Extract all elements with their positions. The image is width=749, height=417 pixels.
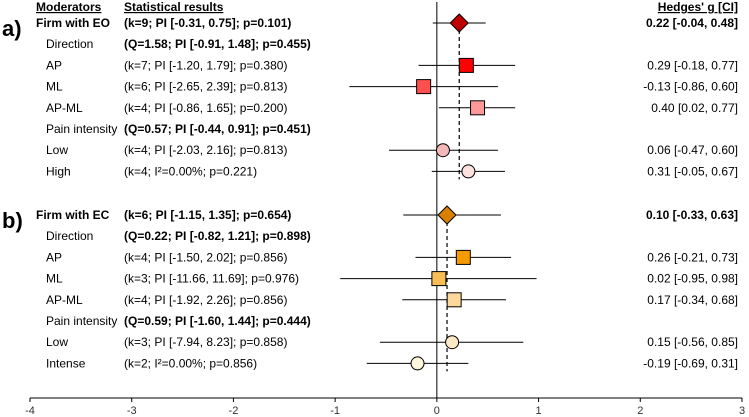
x-tick-label: -2 [229,405,239,417]
circle-marker [435,143,450,158]
row-stats: (k=6; PI [-1.15, 1.35]; p=0.654) [124,208,291,222]
row-label: AP [46,58,62,72]
row-label: ML [46,80,63,94]
row-ci-text: 0.22 [-0.04, 0.48] [646,16,738,30]
summary-diamond-marker [449,13,469,33]
row-label: AP-ML [46,293,83,307]
row-label: Pain intensity [46,314,117,328]
row-stats: (Q=0.22; PI [-0.82, 1.21]; p=0.898) [124,229,311,243]
row-ci-text: 0.26 [-0.21, 0.73] [647,250,738,264]
row-stats: (Q=0.59; PI [-1.60, 1.44]; p=0.444) [124,314,311,328]
row-stats: (k=4; PI [-1.92, 2.26]; p=0.856) [124,293,287,307]
x-tick-label: 0 [434,405,440,417]
x-tick-label: -1 [330,405,340,417]
x-tick-label: 2 [637,405,643,417]
row-stats: (k=2; I²=0.00%; p=0.856) [124,356,257,370]
summary-diamond-marker [437,205,457,225]
row-ci-text: -0.13 [-0.86, 0.60] [643,80,738,94]
row-stats: (k=3; PI [-11.66, 11.69]; p=0.976) [124,272,299,286]
row-label: Direction [46,229,93,243]
row-stats: (k=4; PI [-0.86, 1.65]; p=0.200) [124,101,287,115]
circle-marker [461,164,476,179]
x-tick-label: 3 [739,405,745,417]
row-stats: (Q=1.58; PI [-0.91, 1.48]; p=0.455) [124,37,311,51]
circle-marker [445,335,460,350]
row-ci-text: 0.15 [-0.56, 0.85] [647,335,738,349]
row-stats: (k=9; PI [-0.31, 0.75]; p=0.101) [124,16,291,30]
row-label: Intense [46,356,86,370]
header-moderators: Moderators [36,0,102,14]
row-label: Firm with EO [36,16,110,30]
x-tick-label: -4 [25,405,35,417]
row-ci-text: 0.10 [-0.33, 0.63] [646,208,738,222]
row-label: Low [46,335,68,349]
panel-label: a) [2,16,22,41]
square-marker [416,79,432,95]
row-label: Pain intensity [46,122,117,136]
square-marker [431,271,447,287]
row-ci-text: 0.02 [-0.95, 0.98] [647,272,738,286]
square-marker [446,292,462,308]
row-stats: (k=4; PI [-1.50, 2.02]; p=0.856) [124,250,287,264]
row-stats: (Q=0.57; PI [-0.44, 0.91]; p=0.451) [124,122,311,136]
square-marker [455,249,471,265]
row-stats: (k=3; PI [-7.94, 8.23]; p=0.858) [124,335,287,349]
row-stats: (k=6; PI [-2.65, 2.39]; p=0.813) [124,80,287,94]
row-ci-text: 0.17 [-0.34, 0.68] [647,293,738,307]
row-label: Direction [46,37,93,51]
row-label: High [46,164,71,178]
row-label: Low [46,143,68,157]
header-statistical-results: Statistical results [124,0,224,14]
header-hedges-g: Hedges' g [CI] [658,0,738,14]
row-ci-text: 0.31 [-0.05, 0.67] [647,164,738,178]
row-label: ML [46,272,63,286]
panel-label: b) [2,208,23,233]
square-marker [458,57,474,73]
row-ci-text: 0.06 [-0.47, 0.60] [647,143,738,157]
square-marker [470,100,486,116]
row-label: AP-ML [46,101,83,115]
row-ci-text: 0.29 [-0.18, 0.77] [647,58,738,72]
row-ci-text: -0.19 [-0.69, 0.31] [643,356,738,370]
row-label: AP [46,250,62,264]
row-label: Firm with EC [36,208,110,222]
row-stats: (k=4; I²=0.00%; p=0.221) [124,164,257,178]
x-tick-label: 1 [536,405,542,417]
row-stats: (k=7; PI [-1.20, 1.79]; p=0.380) [124,58,287,72]
row-stats: (k=4; PI [-2.03, 2.16]; p=0.813) [124,143,287,157]
circle-marker [410,356,425,371]
row-ci-text: 0.40 [0.02, 0.77] [651,101,738,115]
x-tick-label: -3 [127,405,137,417]
